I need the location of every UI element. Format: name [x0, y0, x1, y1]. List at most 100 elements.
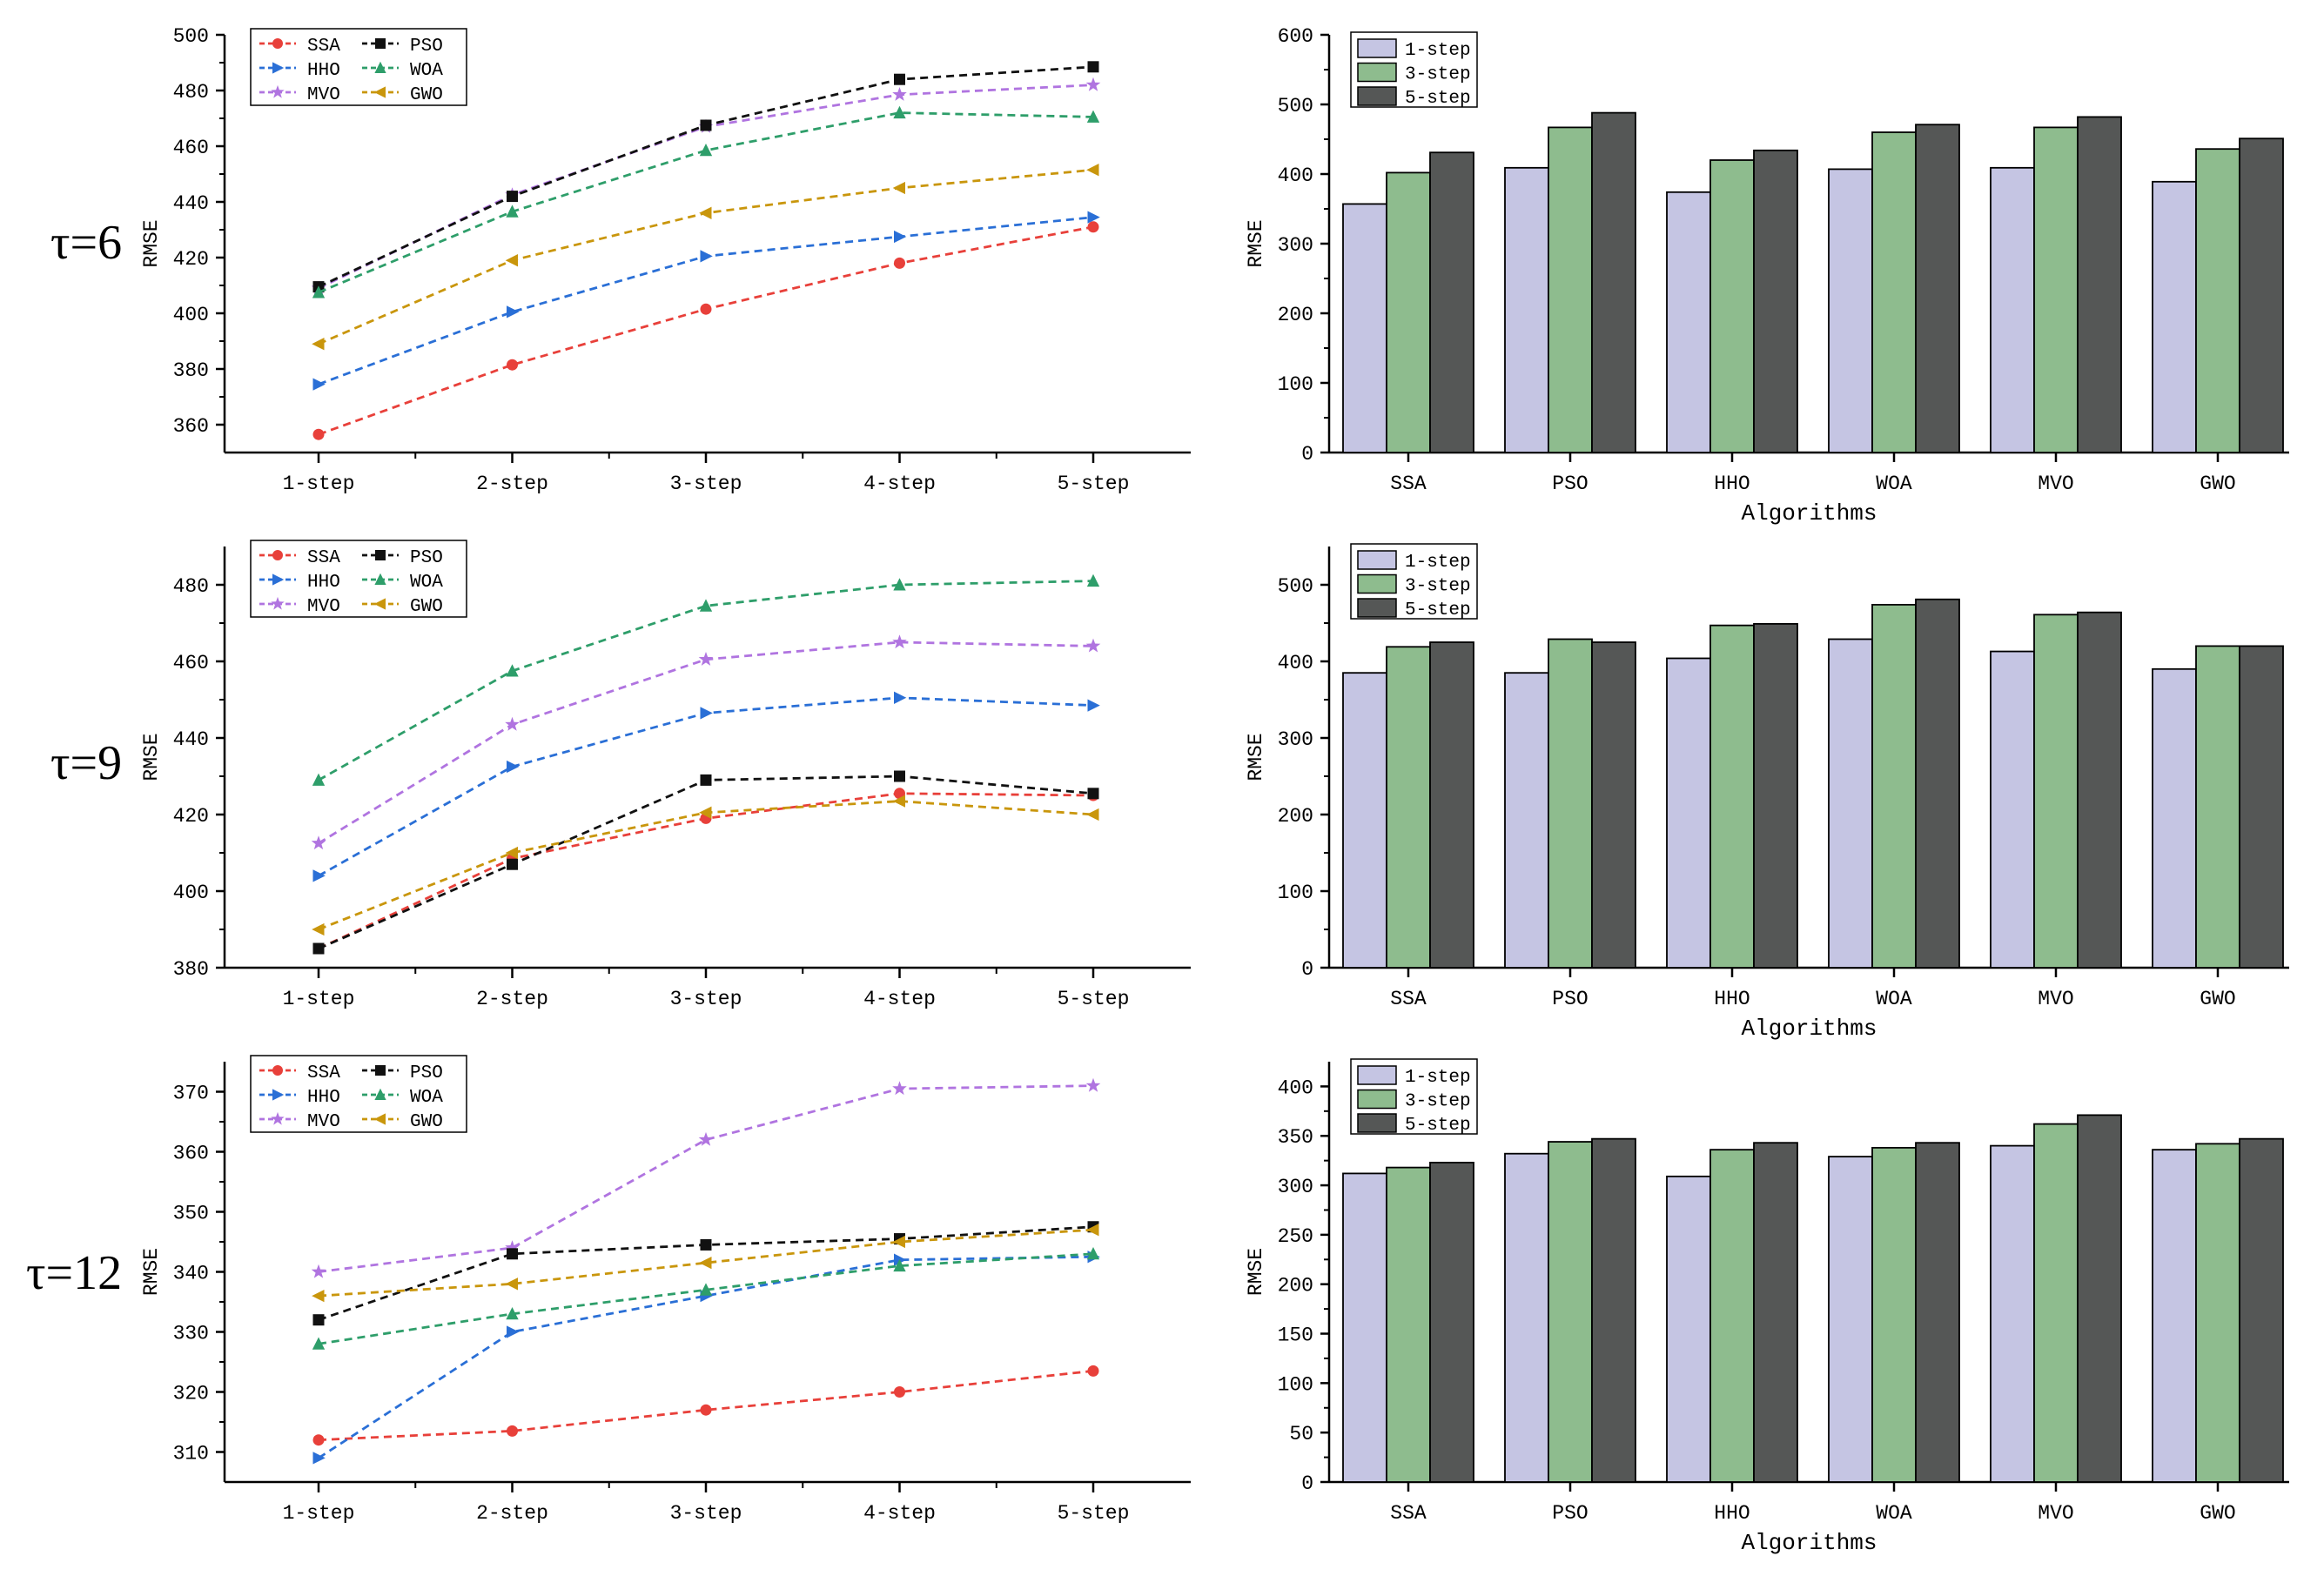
bar-5-step-MVO — [2077, 116, 2122, 453]
bar-1-step-GWO — [2152, 1149, 2197, 1483]
bar-5-step-SSA — [1429, 641, 1474, 969]
data-point-WOA — [893, 578, 906, 591]
data-point-SSA — [700, 1404, 712, 1416]
y-tick-label: 100 — [1278, 373, 1313, 396]
data-point-HHO — [1087, 699, 1100, 712]
y-tick-label: 420 — [173, 248, 209, 271]
x-tick-label: HHO — [1714, 988, 1750, 1010]
row-label: τ=6 — [50, 216, 122, 270]
y-tick-label: 300 — [1278, 234, 1313, 257]
bar-3-step-SSA — [1386, 646, 1431, 969]
x-tick-label: WOA — [1876, 473, 1912, 495]
y-tick-label: 340 — [173, 1263, 209, 1285]
y-tick-label: 350 — [173, 1203, 209, 1225]
series-HHO — [312, 691, 1100, 882]
legend-marker-MVO — [271, 84, 285, 98]
x-tick-label: 2-step — [476, 988, 548, 1010]
line-chart-line-tau6: τ=6 360 380 400 420 440 460 480 500 RMSE 1-step 2-s… — [50, 25, 1191, 495]
y-tick-label: 360 — [173, 1143, 209, 1165]
y-tick-label: 360 — [173, 415, 209, 438]
legend-swatch — [1357, 1089, 1397, 1110]
data-point-WOA — [699, 599, 713, 612]
legend: 1-step 3-step 5-step — [1350, 1058, 1478, 1136]
x-axis-title: Algorithms — [1741, 500, 1877, 526]
data-point-PSO — [700, 119, 712, 131]
bar-1-step-GWO — [2152, 667, 2197, 969]
x-tick-label: 4-step — [863, 988, 936, 1010]
y-tick-label: 480 — [173, 575, 209, 598]
data-point-PSO — [507, 858, 518, 870]
y-tick-label: 100 — [1278, 882, 1313, 904]
x-tick-label: GWO — [2200, 1502, 2235, 1525]
y-tick-label: 380 — [173, 958, 209, 981]
legend-label: 3-step — [1405, 65, 1471, 85]
bar-3-step-MVO — [2033, 126, 2079, 453]
y-axis-title: RMSE — [140, 1248, 163, 1296]
bar-1-step-MVO — [1990, 1144, 2035, 1483]
x-tick-label: GWO — [2200, 988, 2235, 1010]
x-tick-label: SSA — [1390, 1502, 1427, 1525]
row-label: τ=12 — [26, 1246, 122, 1300]
data-point-MVO — [892, 634, 907, 649]
legend-label: WOA — [410, 61, 443, 81]
y-tick-label: 300 — [1278, 1176, 1313, 1198]
legend-marker-HHO — [272, 573, 285, 586]
bar-3-step-GWO — [2195, 148, 2240, 453]
y-axis-title: RMSE — [1245, 1248, 1267, 1296]
x-tick-label: 1-step — [283, 988, 355, 1010]
data-point-WOA — [699, 1283, 713, 1296]
data-point-WOA — [506, 1307, 519, 1320]
y-tick-label: 370 — [173, 1083, 209, 1105]
legend-marker-WOA — [374, 61, 386, 73]
legend-marker-HHO — [272, 1089, 285, 1101]
legend-label: WOA — [410, 1088, 443, 1108]
bar-3-step-HHO — [1709, 159, 1755, 453]
y-tick-label: 200 — [1278, 805, 1313, 828]
legend-swatch — [1357, 38, 1397, 58]
x-tick-label: 1-step — [283, 1502, 355, 1525]
bar-1-step-WOA — [1828, 168, 1873, 453]
legend-swatch — [1357, 573, 1397, 594]
data-point-HHO — [507, 1325, 520, 1338]
legend-marker-GWO — [373, 1113, 386, 1125]
y-tick-label: 50 — [1289, 1423, 1313, 1445]
series-line-WOA — [318, 1252, 1094, 1345]
legend-label: MVO — [307, 597, 340, 617]
legend-swatch — [1357, 1113, 1397, 1133]
x-tick-label: 2-step — [476, 1502, 548, 1525]
bar-5-step-HHO — [1753, 149, 1798, 453]
data-point-SSA — [507, 1425, 518, 1437]
data-point-HHO — [894, 1253, 907, 1266]
data-point-WOA — [312, 1337, 326, 1350]
legend: 1-step 3-step 5-step — [1350, 543, 1478, 620]
x-tick-label: 2-step — [476, 473, 548, 495]
y-tick-label: 0 — [1301, 1472, 1313, 1495]
bar-5-step-MVO — [2077, 1114, 2122, 1483]
bar-5-step-HHO — [1753, 1142, 1798, 1483]
data-point-PSO — [700, 774, 712, 786]
legend-marker-PSO — [375, 38, 386, 49]
y-tick-label: 460 — [173, 652, 209, 674]
bar-3-step-WOA — [1871, 1146, 1917, 1483]
bar-3-step-MVO — [2033, 614, 2079, 969]
x-tick-label: WOA — [1876, 1502, 1912, 1525]
legend-marker-PSO — [375, 1065, 386, 1076]
series-SSA — [312, 221, 1099, 440]
bar-5-step-HHO — [1753, 622, 1798, 969]
data-point-SSA — [1087, 221, 1099, 233]
data-point-GWO — [699, 806, 712, 819]
bar-5-step-PSO — [1591, 641, 1636, 969]
data-point-PSO — [507, 1248, 518, 1260]
data-point-GWO — [892, 795, 905, 808]
y-tick-label: 100 — [1278, 1373, 1313, 1396]
data-point-GWO — [505, 846, 518, 860]
bar-3-step-HHO — [1709, 624, 1755, 969]
data-point-SSA — [894, 1386, 905, 1398]
bar-5-step-WOA — [1915, 124, 1960, 453]
bar-5-step-WOA — [1915, 1142, 1960, 1483]
x-tick-label: 4-step — [863, 473, 936, 495]
bar-1-step-HHO — [1666, 191, 1711, 453]
series-MVO — [311, 77, 1101, 295]
x-tick-label: 4-step — [863, 1502, 936, 1525]
series-GWO — [312, 795, 1099, 936]
